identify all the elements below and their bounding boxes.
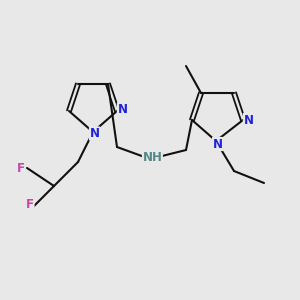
Text: N: N bbox=[212, 137, 223, 151]
Text: N: N bbox=[89, 127, 100, 140]
Text: N: N bbox=[117, 103, 128, 116]
Text: NH: NH bbox=[142, 151, 162, 164]
Text: N: N bbox=[243, 113, 254, 127]
Text: F: F bbox=[17, 161, 25, 175]
Text: F: F bbox=[26, 197, 34, 211]
